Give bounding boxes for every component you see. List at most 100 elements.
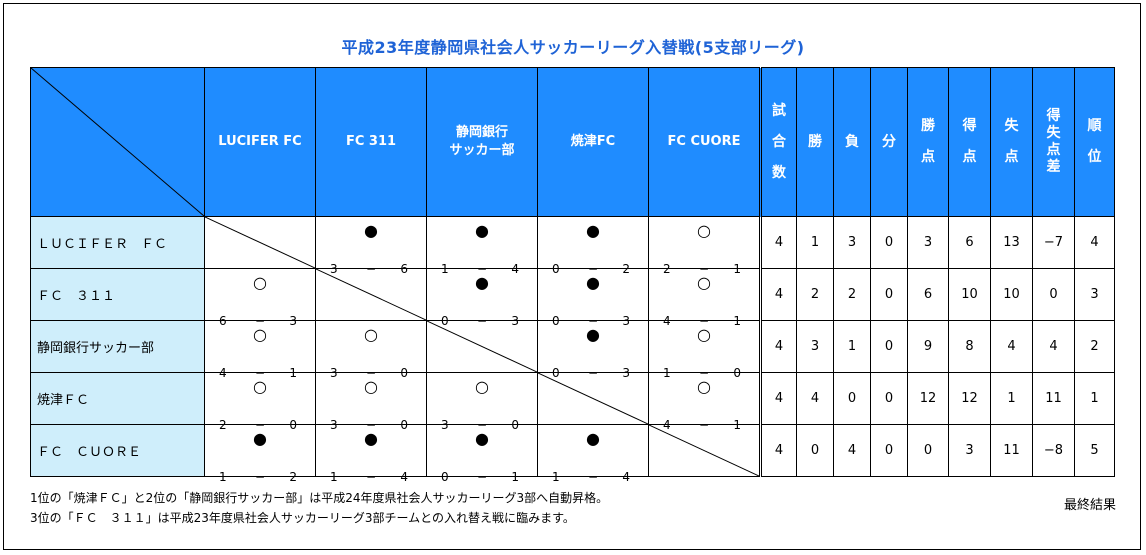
score-against: 4	[400, 470, 408, 484]
win-mark-icon: ○	[364, 377, 378, 396]
match-result-cell: ● 1−4	[537, 424, 649, 484]
stat-rank: 3	[1074, 268, 1115, 321]
win-mark-icon: ○	[253, 273, 267, 292]
stat-goals-against: 13	[990, 216, 1033, 269]
diagonal-line	[427, 321, 537, 372]
stat-points: 0	[907, 424, 949, 477]
col-header-rank: 順位	[1074, 67, 1115, 217]
stat-games: 4	[759, 268, 797, 321]
col-header-draws: 分	[870, 67, 908, 217]
score-for: 0	[441, 470, 449, 484]
self-match-cell	[204, 216, 316, 269]
col-header-team: 静岡銀行 サッカー部	[426, 67, 538, 217]
match-result-cell: ○ 3−0	[315, 320, 427, 380]
table-row: 焼津ＦＣ ○ 2−0 ○ 3−0 ○ 3−0 ○ 4−1 4 4 0 0 12 12 1 11 1	[30, 372, 1115, 432]
table-row: ＦＣ ３１１ ○ 6−3 ● 0−3 ● 0−3 ○ 4−1 4 2 2 0 6 10 10 0 3	[30, 268, 1115, 328]
win-mark-icon: ○	[697, 325, 711, 344]
col-header-team: LUCIFER FC	[204, 67, 316, 217]
note-line-2: 3位の「ＦＣ ３１１」は平成23年度県社会人サッカーリーグ3部チームとの入れ替え…	[30, 511, 575, 525]
match-result-cell: ○ 3−0	[315, 372, 427, 432]
match-result-cell: ● 3−6	[315, 216, 427, 276]
loss-mark-icon: ●	[586, 325, 600, 344]
stat-rank: 1	[1074, 372, 1115, 425]
match-result-cell: ● 0−3	[537, 268, 649, 328]
diagonal-line	[316, 269, 426, 320]
stat-goal-diff: −8	[1032, 424, 1075, 477]
stat-games: 4	[759, 372, 797, 425]
col-header-team: 焼津FC	[537, 67, 649, 217]
corner-diagonal	[31, 68, 204, 216]
stat-points: 9	[907, 320, 949, 373]
note-line-1: 1位の「焼津ＦＣ」と2位の「静岡銀行サッカー部」は平成24年度県社会人サッカーリ…	[30, 491, 609, 505]
match-result-cell: ○ 2−1	[648, 216, 761, 276]
stat-draws: 0	[870, 372, 908, 425]
stat-wins: 4	[796, 372, 834, 425]
row-team-name: 焼津ＦＣ	[30, 372, 205, 425]
match-result-cell: ○ 4−1	[204, 320, 316, 380]
score-for: 1	[330, 470, 338, 484]
stat-goals-against: 4	[990, 320, 1033, 373]
win-mark-icon: ○	[697, 221, 711, 240]
table-row: ＦＣ ＣＵＯＲＥ ● 1−2 ● 1−4 ● 0−1 ● 1−4 4 0 4 0 0 3 11 −8 5	[30, 424, 1115, 484]
page-title: 平成23年度静岡県社会人サッカーリーグ入替戦(5支部リーグ)	[341, 38, 805, 57]
row-team-name: ＦＣ ３１１	[30, 268, 205, 321]
col-header-goals-for: 得点	[948, 67, 991, 217]
win-mark-icon: ○	[253, 377, 267, 396]
match-result-cell: ● 0−2	[537, 216, 649, 276]
diagonal-line	[205, 217, 315, 268]
loss-mark-icon: ●	[253, 429, 267, 448]
sheet-frame	[3, 3, 1141, 550]
score-against: 4	[622, 470, 630, 484]
win-mark-icon: ○	[475, 377, 489, 396]
table-row: ＬＵＣＩＦＥＲ ＦＣ ● 3−6 ● 1−4 ● 0−2 ○ 2−1 4 1 3 0 3 6 13 −7 4	[30, 216, 1115, 276]
stat-losses: 2	[833, 268, 871, 321]
stat-goal-diff: 11	[1032, 372, 1075, 425]
stat-goals-for: 3	[948, 424, 991, 477]
win-mark-icon: ○	[364, 325, 378, 344]
loss-mark-icon: ●	[586, 429, 600, 448]
match-result-cell: ● 1−4	[426, 216, 538, 276]
col-header-games: 試合数	[759, 67, 797, 217]
table-row: 静岡銀行サッカー部 ○ 4−1 ○ 3−0 ● 0−3 ○ 1−0 4 3 1 0 9 8 4 4 2	[30, 320, 1115, 380]
stat-draws: 0	[870, 216, 908, 269]
loss-mark-icon: ●	[586, 273, 600, 292]
stat-wins: 0	[796, 424, 834, 477]
final-result-label: 最終結果	[1063, 498, 1116, 513]
win-mark-icon: ○	[697, 377, 711, 396]
score-against: 1	[511, 470, 519, 484]
stat-points: 6	[907, 268, 949, 321]
col-header-wins: 勝	[796, 67, 834, 217]
stat-rank: 4	[1074, 216, 1115, 269]
stat-goals-against: 10	[990, 268, 1033, 321]
col-header-points: 勝点	[907, 67, 949, 217]
score-against: 2	[289, 470, 297, 484]
col-header-team: FC CUORE	[648, 67, 761, 217]
stat-goal-diff: −7	[1032, 216, 1075, 269]
stat-losses: 4	[833, 424, 871, 477]
stat-goals-against: 1	[990, 372, 1033, 425]
loss-mark-icon: ●	[364, 429, 378, 448]
col-header-goal-diff: 得失点差	[1032, 67, 1075, 217]
stat-points: 3	[907, 216, 949, 269]
match-result-cell: ○ 3−0	[426, 372, 538, 432]
self-match-cell	[426, 320, 538, 373]
self-match-cell	[537, 372, 649, 425]
stat-draws: 0	[870, 320, 908, 373]
diagonal-line	[538, 373, 648, 424]
row-team-name: ＦＣ ＣＵＯＲＥ	[30, 424, 205, 477]
stat-rank: 5	[1074, 424, 1115, 477]
score-for: 1	[219, 470, 227, 484]
loss-mark-icon: ●	[586, 221, 600, 240]
stat-goals-against: 11	[990, 424, 1033, 477]
score-dash: −	[254, 470, 266, 484]
match-result-cell: ○ 4−1	[648, 268, 761, 328]
stat-goals-for: 10	[948, 268, 991, 321]
score-dash: −	[587, 470, 599, 484]
win-mark-icon: ○	[253, 325, 267, 344]
results-body: ＬＵＣＩＦＥＲ ＦＣ ● 3−6 ● 1−4 ● 0−2 ○ 2−1 4 1 3 0 3 6 13 −7 4 ＦＣ …	[30, 216, 1115, 484]
match-result-cell: ○ 6−3	[204, 268, 316, 328]
stat-games: 4	[759, 216, 797, 269]
loss-mark-icon: ●	[475, 221, 489, 240]
stat-wins: 3	[796, 320, 834, 373]
loss-mark-icon: ●	[475, 273, 489, 292]
